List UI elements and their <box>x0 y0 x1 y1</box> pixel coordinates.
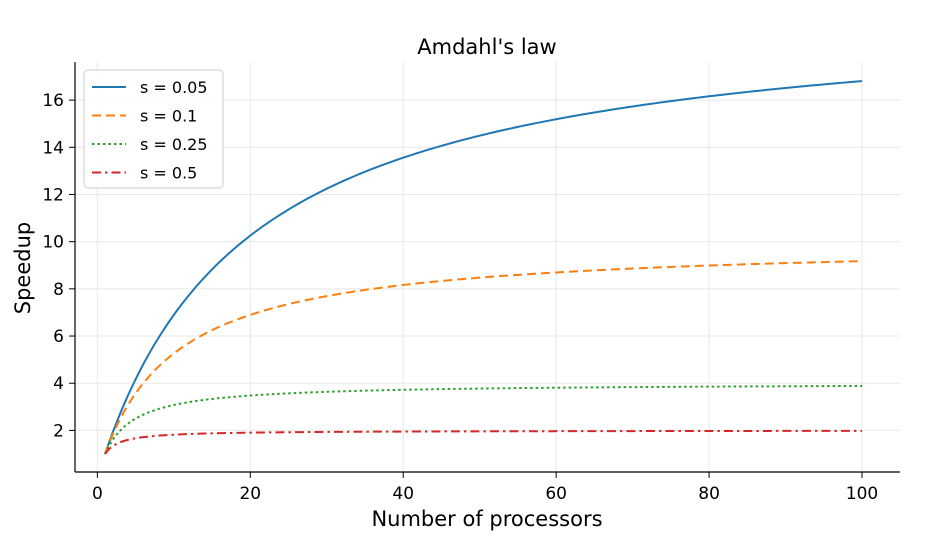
legend-box <box>83 69 224 189</box>
series-lines <box>104 80 863 455</box>
chart-title: Amdahl's law <box>417 35 556 59</box>
x-tick-label: 0 <box>92 484 103 504</box>
y-tick-label: 10 <box>42 233 64 253</box>
y-tick-label: 2 <box>53 421 64 441</box>
y-axis-label: Speedup <box>11 222 35 314</box>
y-tick-label: 12 <box>42 185 64 205</box>
y-tick-label: 14 <box>42 138 64 158</box>
x-tick-label: 100 <box>846 484 878 504</box>
y-tick-label: 6 <box>53 327 64 347</box>
series-line <box>104 429 863 455</box>
x-tick-label: 60 <box>545 484 567 504</box>
series-line <box>104 80 863 455</box>
legend-label: s = 0.1 <box>140 107 197 126</box>
axes <box>74 62 900 473</box>
grid <box>75 62 900 472</box>
y-tick-label: 16 <box>42 91 64 111</box>
series-line <box>104 384 863 455</box>
y-tick-label: 4 <box>53 374 64 394</box>
series-line <box>104 260 863 455</box>
x-tick-label: 20 <box>239 484 261 504</box>
ticks: 0 20 40 60 80 100 2 4 6 8 10 12 14 16 <box>42 91 878 504</box>
x-axis-label: Number of processors <box>371 507 602 531</box>
y-tick-label: 8 <box>53 280 64 300</box>
legend: s = 0.05 s = 0.1 s = 0.25 s = 0.5 <box>83 69 224 189</box>
legend-label: s = 0.25 <box>140 135 208 154</box>
x-tick-label: 40 <box>392 484 414 504</box>
legend-label: s = 0.05 <box>140 78 208 97</box>
x-tick-label: 80 <box>698 484 720 504</box>
legend-label: s = 0.5 <box>140 164 197 183</box>
